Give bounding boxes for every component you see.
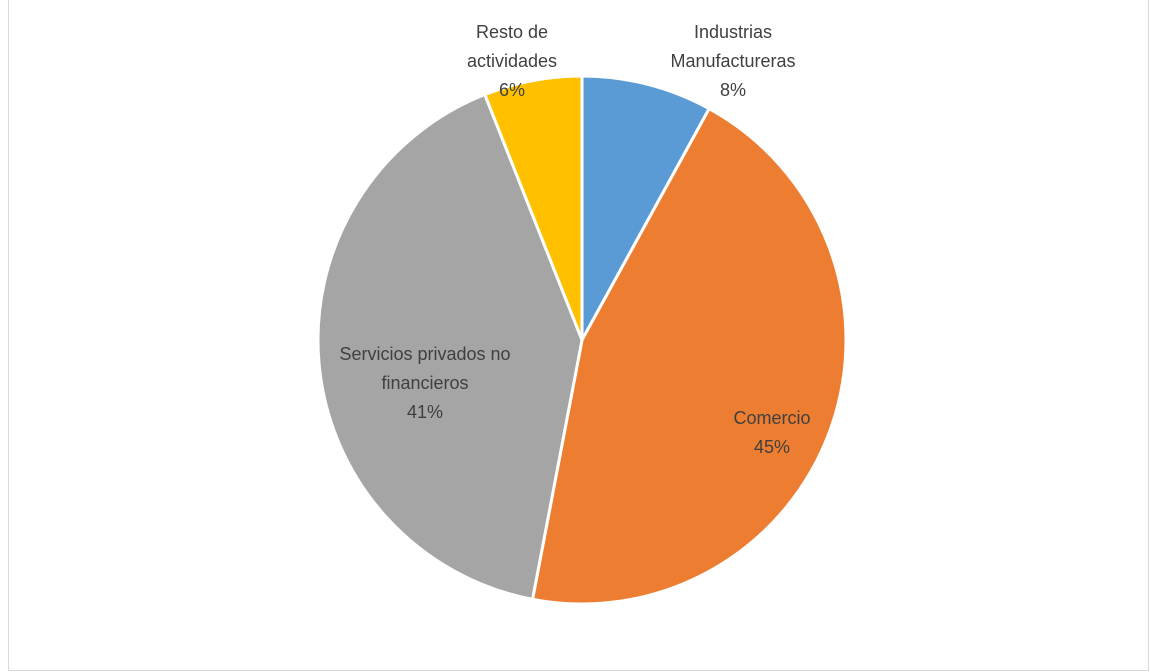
pie-slice xyxy=(482,74,584,341)
percent-label: 6% xyxy=(498,80,525,100)
pie-slice xyxy=(530,106,848,606)
data-label: Comercio 45% xyxy=(697,404,847,462)
data-label: Industrias Manufactureras 8% xyxy=(648,18,818,105)
pie-slice xyxy=(580,74,712,341)
data-label: Resto de actividades 6% xyxy=(432,18,592,105)
percent-label: 8% xyxy=(719,80,746,100)
category-label: Comercio xyxy=(733,408,811,428)
category-label: Industrias Manufactureras xyxy=(670,22,796,71)
pie-slice xyxy=(316,92,584,602)
percent-label: 41% xyxy=(406,402,444,422)
category-label: Servicios privados no financieros xyxy=(339,344,511,393)
category-label: Resto de actividades xyxy=(466,22,558,71)
data-label: Servicios privados no financieros 41% xyxy=(310,340,540,427)
percent-label: 45% xyxy=(753,437,791,457)
